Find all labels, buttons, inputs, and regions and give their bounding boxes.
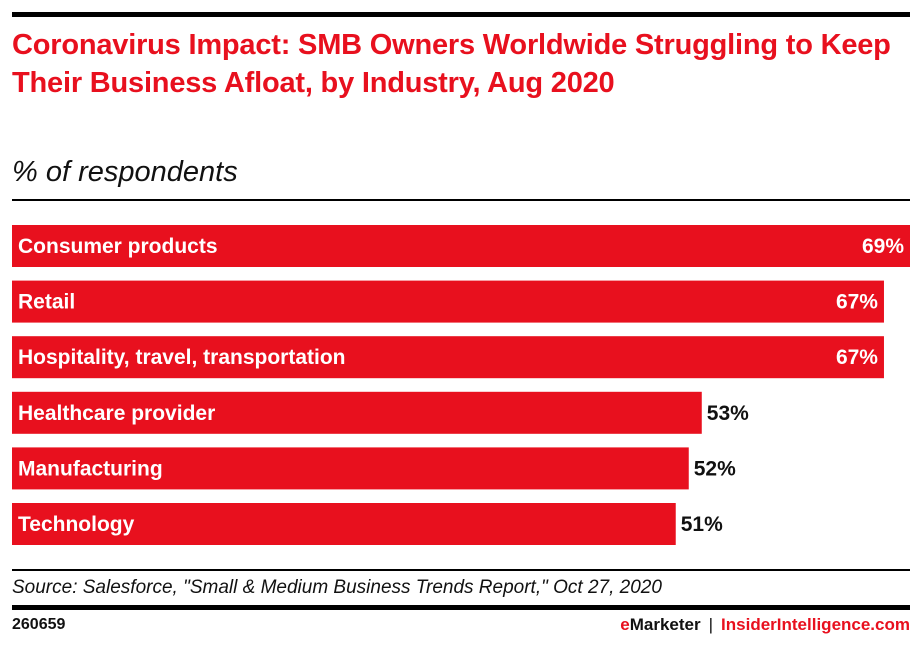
bar [12,391,702,434]
category-label: Hospitality, travel, transportation [18,346,346,369]
bar-group: Hospitality, travel, transportation 67% [12,336,884,379]
brand-name: Marketer [629,615,701,634]
chart-subtitle: % of respondents [12,156,238,188]
brand-logo[interactable]: eMarketer | InsiderIntelligence.com [620,615,910,635]
chart-title: Coronavirus Impact: SMB Owners Worldwide… [12,29,891,99]
category-label: Healthcare provider [18,402,215,425]
bar [12,336,884,379]
bar-group: Consumer products 69% [12,225,910,267]
value-label: 67% [836,346,878,369]
bar-group: Manufacturing 52% [12,447,736,490]
source-note: Source: Salesforce, "Small & Medium Busi… [12,577,662,598]
bar-group: Retail 67% [12,280,884,323]
bar-chart: Consumer products 69%Retail 67%Hospitality… [12,225,910,545]
bar-group: Technology 51% [12,503,723,545]
chart-id: 260659 [12,616,66,633]
value-label: 51% [681,513,723,536]
category-label: Retail [18,291,75,314]
bar-group: Healthcare provider 53% [12,391,749,434]
footer-rule [12,605,910,610]
category-label: Manufacturing [18,457,163,480]
brand-e: e [620,615,630,634]
top-rule [12,12,910,17]
brand-separator: | [708,615,714,634]
category-label: Consumer products [18,235,218,258]
bar [12,225,910,267]
value-label: 52% [694,457,736,480]
value-label: 69% [862,235,904,258]
header-rule [12,199,910,201]
bar [12,503,676,545]
brand-site-link[interactable]: InsiderIntelligence.com [721,615,910,634]
bar [12,280,884,323]
bar [12,447,689,490]
source-rule [12,569,910,571]
category-label: Technology [18,513,135,536]
value-label: 53% [707,402,749,425]
value-label: 67% [836,291,878,314]
